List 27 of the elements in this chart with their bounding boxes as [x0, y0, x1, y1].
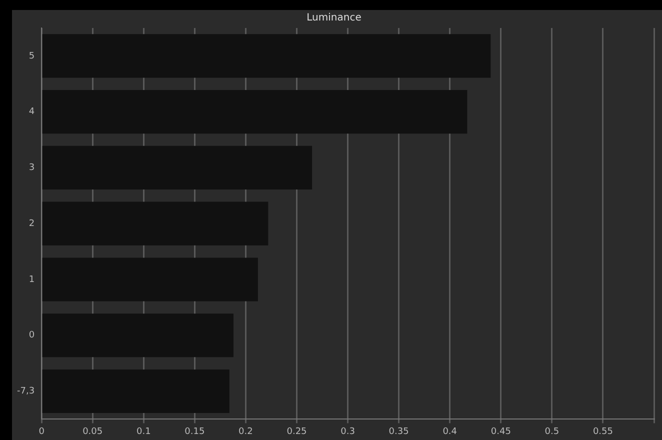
x-tick-label: 0: [38, 426, 45, 437]
y-tick-label: 5: [28, 51, 35, 62]
x-tick-label: 0.45: [490, 426, 511, 437]
x-tick-label: 0.3: [340, 426, 355, 437]
y-tick-label: 4: [28, 107, 35, 118]
x-tick-label: 0.05: [82, 426, 103, 437]
bar: [42, 258, 258, 302]
bar: [42, 314, 234, 358]
x-tick-label: 0.25: [286, 426, 307, 437]
bar: [42, 90, 468, 134]
y-tick-label: 1: [28, 274, 35, 285]
y-tick-label: 0: [28, 330, 35, 341]
bar: [42, 202, 268, 246]
bar: [42, 369, 230, 414]
bar: [42, 34, 491, 78]
x-tick-label: 0.55: [592, 426, 613, 437]
y-tick-label: 3: [28, 163, 35, 174]
x-tick-label: 0.4: [442, 426, 458, 437]
x-tick-label: 0.15: [184, 426, 205, 437]
y-tick-label: 2: [28, 218, 35, 229]
x-tick-label: 0.1: [136, 426, 151, 437]
x-tick-label: 0.35: [388, 426, 409, 437]
bar: [42, 146, 312, 190]
x-tick-label: 0.5: [544, 426, 560, 437]
x-tick-label: 0.2: [238, 426, 253, 437]
chart-title: Luminance: [306, 12, 362, 24]
y-tick-label: -7,3: [17, 386, 35, 397]
